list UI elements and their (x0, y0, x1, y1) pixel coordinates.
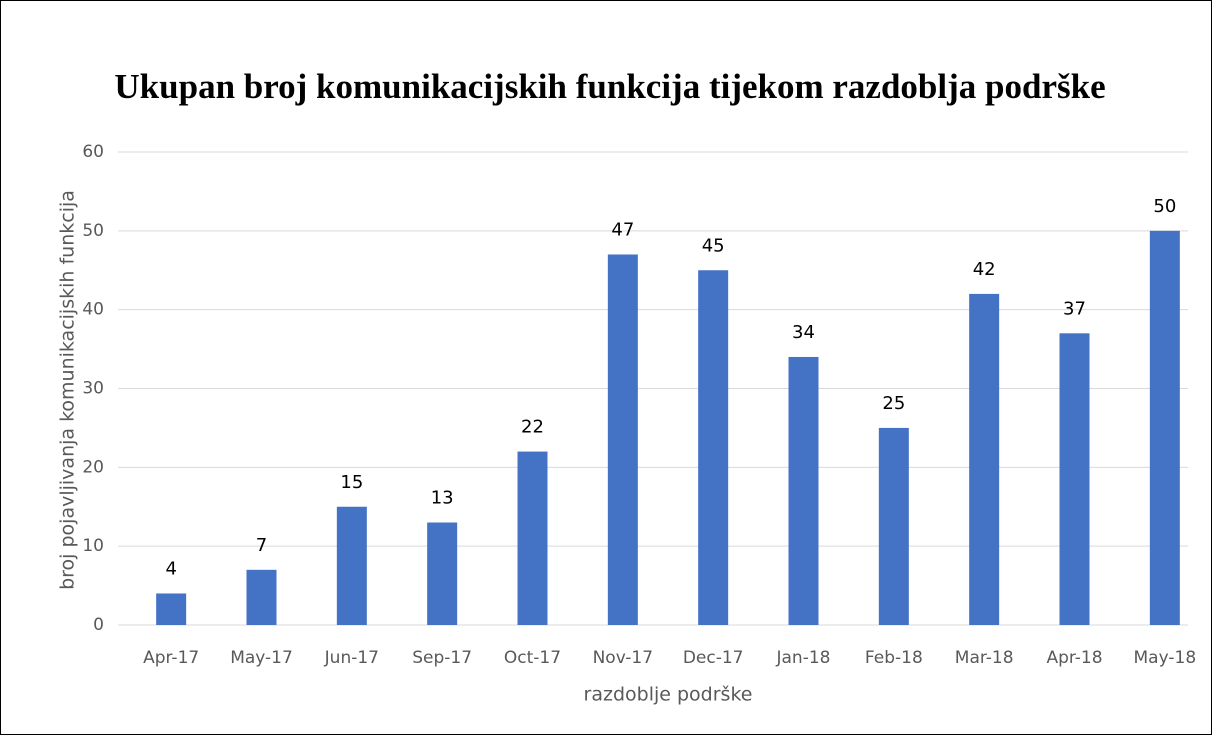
bar (427, 522, 458, 625)
y-tick-label: 60 (82, 142, 104, 162)
data-label: 22 (521, 417, 544, 438)
x-tick-label: Apr-18 (1046, 648, 1102, 668)
data-label: 45 (702, 235, 725, 256)
bar (878, 427, 909, 625)
data-label: 15 (340, 472, 363, 493)
bar (698, 270, 729, 625)
x-tick-label: Dec-17 (683, 648, 744, 668)
bar (969, 293, 1000, 625)
bar (517, 451, 548, 625)
bar (1059, 333, 1090, 625)
y-tick-label: 20 (82, 457, 104, 477)
data-label: 47 (611, 219, 634, 240)
data-label: 25 (882, 393, 905, 414)
y-tick-label: 10 (82, 536, 104, 556)
y-tick-label: 50 (82, 221, 104, 241)
x-tick-label: Jun-17 (324, 648, 379, 668)
bar (788, 356, 819, 625)
bar (336, 506, 367, 625)
data-label: 37 (1063, 298, 1086, 319)
bar (607, 254, 638, 625)
data-label: 13 (431, 488, 454, 509)
data-label: 42 (973, 259, 996, 280)
x-tick-label: May-17 (230, 648, 293, 668)
data-label: 7 (256, 535, 267, 556)
data-label: 34 (792, 322, 815, 343)
x-tick-label: Feb-18 (865, 648, 923, 668)
x-axis-label: razdoblje podrške (584, 684, 753, 706)
x-tick-label: Sep-17 (412, 648, 472, 668)
x-tick-label: Nov-17 (593, 648, 654, 668)
x-tick-label: Jan-18 (776, 648, 831, 668)
data-label: 4 (165, 558, 176, 579)
x-tick-label: May-18 (1134, 648, 1197, 668)
x-tick-label: Apr-17 (143, 648, 199, 668)
bar (156, 593, 187, 625)
data-label: 50 (1153, 196, 1176, 217)
chart-title: Ukupan broj komunikacijskih funkcija tij… (114, 67, 1106, 106)
y-tick-label: 0 (93, 615, 104, 635)
x-tick-label: Oct-17 (504, 648, 561, 668)
y-axis-label: broj pojavljivanja komunikacijskih funkc… (57, 190, 79, 590)
x-tick-label: Mar-18 (955, 648, 1014, 668)
y-tick-label: 30 (82, 379, 104, 399)
bar (246, 569, 277, 625)
bar (1149, 230, 1180, 626)
y-tick-label: 40 (82, 300, 104, 320)
